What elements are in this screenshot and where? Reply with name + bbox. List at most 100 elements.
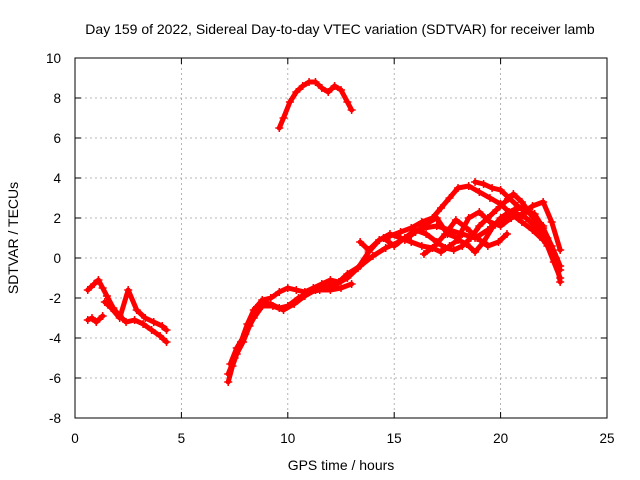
data-point [324, 88, 333, 96]
data-point [437, 204, 446, 212]
data-point [522, 214, 531, 222]
data-point [83, 316, 92, 324]
data-point [445, 194, 454, 202]
data-point [330, 82, 339, 90]
data-point [132, 306, 141, 314]
x-tick-label: 20 [493, 431, 508, 446]
data-point [141, 314, 150, 322]
data-point [475, 222, 484, 230]
series-track-7 [226, 204, 565, 368]
data-point [494, 238, 503, 246]
data-point [158, 322, 167, 330]
data-point [375, 236, 384, 244]
data-point [92, 318, 101, 326]
data-point [337, 284, 345, 292]
data-point [368, 252, 377, 260]
data-point [385, 232, 394, 240]
data-point [528, 202, 537, 210]
series-track-10 [400, 198, 565, 254]
data-point [492, 206, 501, 214]
data-point [451, 216, 460, 224]
grid [75, 58, 607, 418]
data-point [149, 318, 158, 326]
data-point [505, 194, 514, 202]
data-point [441, 244, 450, 252]
y-tick-label: 2 [53, 211, 61, 226]
data-point [517, 198, 526, 206]
data-point [449, 246, 458, 254]
data-point [513, 202, 522, 210]
data-point [390, 242, 399, 250]
data-point [485, 218, 494, 226]
data-point [441, 230, 450, 238]
data-point [539, 222, 548, 230]
data-point [268, 302, 277, 310]
data-point [479, 180, 488, 188]
data-point [332, 280, 341, 288]
data-point [517, 210, 526, 218]
data-point [543, 234, 552, 242]
series-track-2 [83, 312, 107, 326]
data-point [279, 306, 288, 314]
x-axis-label: GPS time / hours [288, 457, 395, 473]
y-tick-label: 4 [53, 171, 61, 186]
x-tick-label: 15 [387, 431, 402, 446]
data-point [432, 214, 441, 222]
data-point [419, 250, 428, 258]
data-point [475, 188, 484, 196]
data-point [102, 292, 111, 300]
data-point [275, 124, 284, 132]
data-point [94, 276, 103, 284]
data-point [483, 242, 492, 250]
data-point [285, 98, 294, 106]
series-track-4 [275, 78, 356, 132]
data-point [430, 242, 439, 250]
data-point [500, 198, 509, 206]
data-point [471, 178, 480, 186]
y-tick-label: 10 [46, 51, 61, 66]
series-track-12 [471, 178, 548, 230]
data-point [275, 288, 284, 296]
data-point [224, 378, 233, 386]
data-point [464, 214, 473, 222]
data-point [107, 304, 116, 312]
data-point [381, 244, 390, 252]
data-point [556, 278, 565, 286]
data-point [88, 314, 97, 322]
data-point [522, 206, 531, 214]
data-point [364, 246, 373, 254]
y-tick-label: -4 [49, 331, 61, 346]
y-tick-label: 0 [53, 251, 61, 266]
data-point [90, 280, 99, 288]
y-tick-label: 6 [53, 131, 61, 146]
chart-title: Day 159 of 2022, Sidereal Day-to-day VTE… [85, 21, 595, 37]
data-point [517, 218, 526, 226]
data-point [496, 222, 505, 230]
data-point [115, 314, 124, 322]
data-point [130, 316, 139, 324]
axis-ticks: 0 5 10 15 20 25 -8 -6 -4 -2 0 2 4 6 8 10 [46, 51, 615, 446]
x-tick-label: 10 [280, 431, 295, 446]
data-point [475, 208, 484, 216]
y-tick-label: -6 [49, 371, 61, 386]
data-point [343, 274, 352, 282]
x-tick-label: 25 [599, 431, 614, 446]
series-track-11 [419, 216, 511, 258]
data-point [507, 214, 516, 222]
data-point [279, 114, 288, 122]
data-point [502, 230, 511, 238]
data-point [292, 286, 301, 294]
data-point [347, 280, 356, 288]
data-point [283, 284, 292, 292]
data-point [417, 242, 426, 250]
data-point [356, 238, 365, 246]
data-point [266, 294, 275, 302]
series-track-8 [356, 182, 565, 274]
data-point [241, 330, 250, 338]
data-point [290, 300, 299, 308]
data-point [464, 182, 473, 190]
y-tick-label: -2 [49, 291, 61, 306]
data-point [249, 314, 258, 322]
